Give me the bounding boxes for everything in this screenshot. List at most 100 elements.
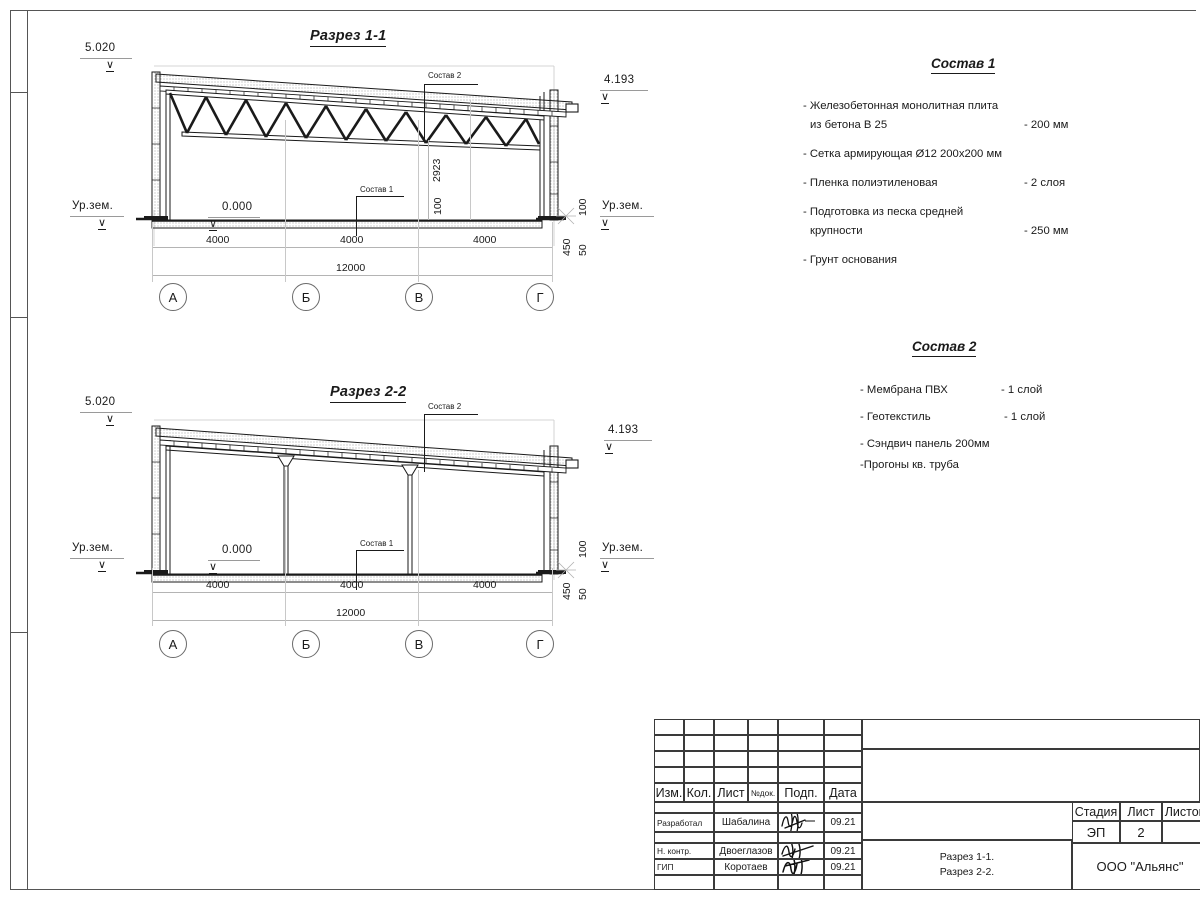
dim-total-s2: 12000 xyxy=(336,607,366,619)
rev-cell[interactable] xyxy=(714,735,748,751)
tb-spacer xyxy=(778,875,824,890)
spec-2-heading: Состав 2 xyxy=(912,340,977,357)
spec-1-row-0-value: - 200 мм xyxy=(1024,119,1069,131)
rev-cell[interactable] xyxy=(748,751,778,767)
tb-spacer xyxy=(778,832,824,843)
rev-cell[interactable] xyxy=(654,719,684,735)
dim-50-s1: 50 xyxy=(577,244,589,256)
tb-spacer xyxy=(778,802,824,813)
ground-level-left-arrow-s2: ∨ xyxy=(98,559,107,572)
spec-1-heading: Состав 1 xyxy=(931,57,996,74)
stage-value[interactable]: ЭП xyxy=(1072,821,1120,843)
grid-bubble-g-s2: Г xyxy=(526,630,554,658)
role-name-2: Коротаев xyxy=(714,859,778,875)
spec-2-row-0-name: - Мембрана ПВХ xyxy=(860,384,948,396)
tb-spacer xyxy=(824,875,862,890)
tb-spacer xyxy=(654,832,714,843)
level-arrow-5020-s2: ∨ xyxy=(106,413,115,426)
role-label-2: ГИП xyxy=(654,859,714,875)
rev-cell[interactable] xyxy=(824,719,862,735)
date-2: 09.21 xyxy=(824,859,862,875)
rev-cell[interactable] xyxy=(824,751,862,767)
role-name-1: Двоеглазов xyxy=(714,843,778,859)
rev-cell[interactable] xyxy=(684,751,714,767)
level-mark-5020-s2: 5.020 xyxy=(85,396,116,408)
level-arrow-5020: ∨ xyxy=(106,59,115,72)
grid-bubble-b-s1: Б xyxy=(292,283,320,311)
rev-cell[interactable] xyxy=(684,719,714,735)
grid-bubble-a-s1: А xyxy=(159,283,187,311)
rev-cell[interactable] xyxy=(824,767,862,783)
binding-strip xyxy=(10,10,28,890)
rev-cell[interactable] xyxy=(778,735,824,751)
rev-cell[interactable] xyxy=(684,767,714,783)
drawing-title-line-1: Разрез 1-1. xyxy=(939,850,995,863)
rev-cell[interactable] xyxy=(654,735,684,751)
rev-cell[interactable] xyxy=(654,767,684,783)
rev-header-list: Лист xyxy=(714,783,748,802)
rev-cell[interactable] xyxy=(714,751,748,767)
company-name: ООО "Альянс" xyxy=(1072,843,1200,890)
rev-cell[interactable] xyxy=(748,719,778,735)
rev-header-data: Дата xyxy=(824,783,862,802)
ground-level-right-label: Ур.зем. xyxy=(602,200,644,212)
dim-50-s2: 50 xyxy=(577,588,589,600)
date-1: 09.21 xyxy=(824,843,862,859)
signature-1[interactable] xyxy=(778,843,824,859)
level-arrow-4193: ∨ xyxy=(601,91,610,104)
rev-header-kol: Кол. xyxy=(684,783,714,802)
rev-cell[interactable] xyxy=(778,767,824,783)
rev-cell[interactable] xyxy=(684,735,714,751)
sheet-border xyxy=(10,10,1196,890)
rev-header-izm: Изм. xyxy=(654,783,684,802)
role-label-1: Н. контр. xyxy=(654,843,714,859)
rev-cell[interactable] xyxy=(748,767,778,783)
spec-1-row-0-name: - Железобетонная монолитная плита xyxy=(803,100,999,112)
rev-cell[interactable] xyxy=(778,719,824,735)
section-2-2-title: Разрез 2-2 xyxy=(330,385,407,403)
signature-icon xyxy=(781,844,814,858)
drawing-title-field: Разрез 1-1. Разрез 2-2. xyxy=(862,840,1072,890)
ground-level-right-arrow-s2: ∨ xyxy=(601,559,610,572)
rev-cell[interactable] xyxy=(654,751,684,767)
spec-1-row-4-name: - Грунт основания xyxy=(803,254,898,266)
rev-cell[interactable] xyxy=(714,767,748,783)
section-2-2-geometry xyxy=(136,419,579,583)
dim-450-s1: 450 xyxy=(561,238,573,256)
sheets-value[interactable] xyxy=(1162,821,1200,843)
sheet-value[interactable]: 2 xyxy=(1120,821,1162,843)
rev-cell[interactable] xyxy=(714,719,748,735)
section-1-1-title: Разрез 1-1 xyxy=(310,29,387,47)
dim-span-3-s1: 4000 xyxy=(473,234,497,246)
tb-spacer xyxy=(824,832,862,843)
tb-spacer xyxy=(714,802,778,813)
tb-spacer xyxy=(654,875,714,890)
rev-cell[interactable] xyxy=(748,735,778,751)
rev-header-ndok: №док. xyxy=(748,783,778,802)
title-block: Изм. Кол. Лист №док. Подп. Дата Разработ… xyxy=(654,719,1200,890)
level-mark-4193: 4.193 xyxy=(604,74,635,86)
spec-1-row-0-name2: из бетона В 25 xyxy=(810,119,888,131)
sheet-header: Лист xyxy=(1120,802,1162,821)
tb-spacer xyxy=(714,832,778,843)
callout-floor-s2: Состав 1 xyxy=(360,539,394,548)
ground-level-right-arrow: ∨ xyxy=(601,217,610,230)
dim-450-s2: 450 xyxy=(561,582,573,600)
section-1-1-geometry xyxy=(136,65,579,246)
dim-span-1-s2: 4000 xyxy=(206,579,230,591)
signature-0[interactable] xyxy=(778,813,824,832)
grid-bubble-b-s2: Б xyxy=(292,630,320,658)
rev-cell[interactable] xyxy=(778,751,824,767)
level-mark-5020: 5.020 xyxy=(85,42,116,54)
rev-cell[interactable] xyxy=(824,735,862,751)
spec-1-row-3-value: - 250 мм xyxy=(1024,225,1069,237)
sheets-header: Листов xyxy=(1162,802,1200,821)
ground-level-left-arrow: ∨ xyxy=(98,217,107,230)
tb-spacer xyxy=(654,802,714,813)
spec-2-row-1-value: - 1 слой xyxy=(1004,411,1046,423)
tb-note-band xyxy=(862,719,1200,749)
signature-2[interactable] xyxy=(778,859,824,875)
role-name-0: Шабалина xyxy=(714,813,778,832)
tb-note-band xyxy=(862,749,1200,802)
